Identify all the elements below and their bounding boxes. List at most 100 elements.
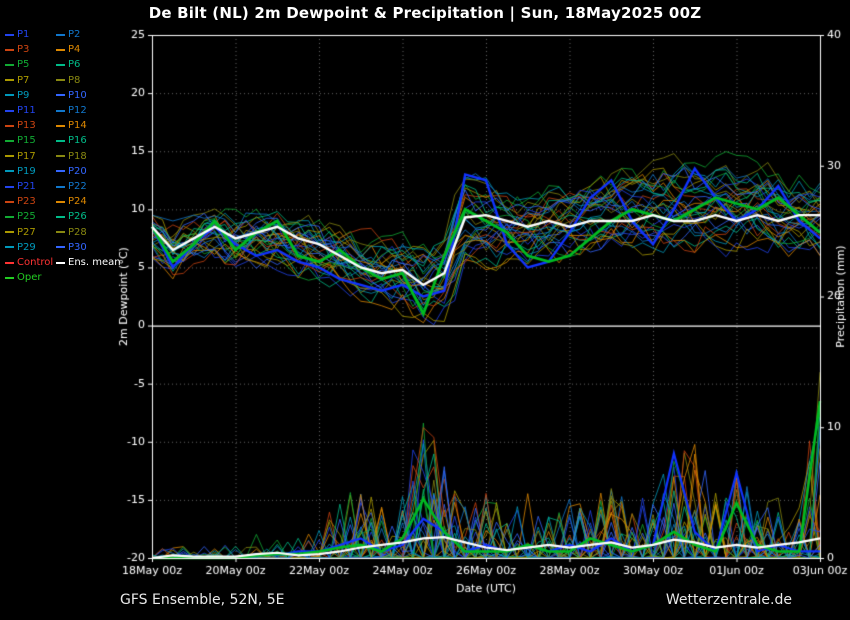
legend-swatch [5,200,14,203]
legend-label: P30 [68,241,87,253]
legend-label: P22 [68,181,87,193]
legend-swatch [5,216,14,219]
legend-swatch [5,231,14,234]
legend-swatch [5,64,14,66]
legend-item: P9 [5,88,53,103]
legend-item: P21 [5,179,53,194]
legend-column-2: P2 P4 P6 P8 P10 P12 P14 P16 P18 P20 P22 P24 P26 P28 P3… [56,27,121,285]
legend-swatch [56,33,65,36]
legend-label: Control [17,257,54,269]
legend-swatch [56,155,65,158]
legend-swatch [5,246,14,249]
legend-label: P19 [17,165,36,177]
legend-swatch [5,185,14,188]
legend-swatch [5,48,14,51]
legend-item: P19 [5,164,53,179]
legend-item: P14 [56,118,121,133]
legend-label: P12 [68,105,87,117]
legend-label: Ens. mean [68,257,121,269]
legend-label: P28 [68,226,87,238]
legend-label: P20 [68,165,87,177]
legend-label: P25 [17,211,36,223]
legend-label: P27 [17,226,36,238]
legend-item: P16 [56,133,121,148]
legend-label: P7 [17,74,30,86]
legend-item: P29 [5,240,53,255]
legend-label: P16 [68,135,87,147]
legend-swatch [56,48,65,51]
model-info-label: GFS Ensemble, 52N, 5E [120,592,285,608]
legend-label: P15 [17,135,36,147]
legend-label: P17 [17,150,36,162]
legend-item: P30 [56,240,121,255]
legend-item: P3 [5,42,53,57]
legend-item: P17 [5,149,53,164]
legend-label: P8 [68,74,81,86]
legend-item: Control [5,255,53,270]
legend-swatch [56,216,65,219]
legend-swatch [56,64,65,66]
legend-item: P26 [56,209,121,224]
legend-swatch [5,140,14,143]
legend-item: P22 [56,179,121,194]
ensemble-legend: P1 P3 P5 P7 P9 P11 P13 P15 P17 P19 P21 P23 P25 P27 P29… [5,27,121,285]
legend-swatch [5,124,14,127]
legend-item: Oper [5,270,53,285]
legend-item: P27 [5,225,53,240]
legend-item: P2 [56,27,121,42]
legend-label: Oper [17,272,42,284]
legend-column-1: P1 P3 P5 P7 P9 P11 P13 P15 P17 P19 P21 P23 P25 P27 P29… [5,27,53,285]
legend-item: P4 [56,42,121,57]
legend-label: P6 [68,59,81,71]
legend-swatch [56,185,65,188]
legend-swatch [56,124,65,127]
legend-item: P11 [5,103,53,118]
legend-item: P10 [56,88,121,103]
legend-item: P28 [56,225,121,240]
legend-label: P13 [17,120,36,132]
legend-swatch [56,140,65,143]
legend-item: P24 [56,194,121,209]
legend-label: P3 [17,44,30,56]
legend-swatch [5,109,14,112]
legend-item: P13 [5,118,53,133]
legend-label: P18 [68,150,87,162]
legend-item: Ens. mean [56,255,121,270]
legend-label: P9 [17,89,30,101]
legend-swatch [5,261,14,264]
legend-item: P8 [56,73,121,88]
legend-item: P20 [56,164,121,179]
legend-label: P4 [68,44,81,56]
legend-swatch [5,276,14,279]
legend-swatch [5,155,14,158]
legend-label: P5 [17,59,30,71]
legend-item: P6 [56,57,121,72]
legend-label: P21 [17,181,36,193]
legend-label: P26 [68,211,87,223]
legend-swatch [56,231,65,234]
legend-item: P5 [5,57,53,72]
legend-swatch [56,94,65,97]
legend-label: P29 [17,241,36,253]
legend-swatch [56,79,65,82]
legend-swatch [5,33,14,36]
legend-label: P10 [68,89,87,101]
legend-swatch [56,246,65,249]
legend-item: P12 [56,103,121,118]
legend-swatch [56,170,65,173]
legend-swatch [56,109,65,112]
legend-label: P2 [68,29,81,40]
legend-item: P15 [5,133,53,148]
legend-label: P14 [68,120,87,132]
legend-label: P1 [17,29,30,40]
legend-label: P24 [68,196,87,208]
legend-item: P25 [5,209,53,224]
legend-swatch [5,170,14,173]
legend-item: P23 [5,194,53,209]
chart-title: De Bilt (NL) 2m Dewpoint & Precipitation… [148,4,702,22]
legend-item: P1 [5,27,53,42]
legend-label: P11 [17,105,36,117]
legend-item: P18 [56,149,121,164]
